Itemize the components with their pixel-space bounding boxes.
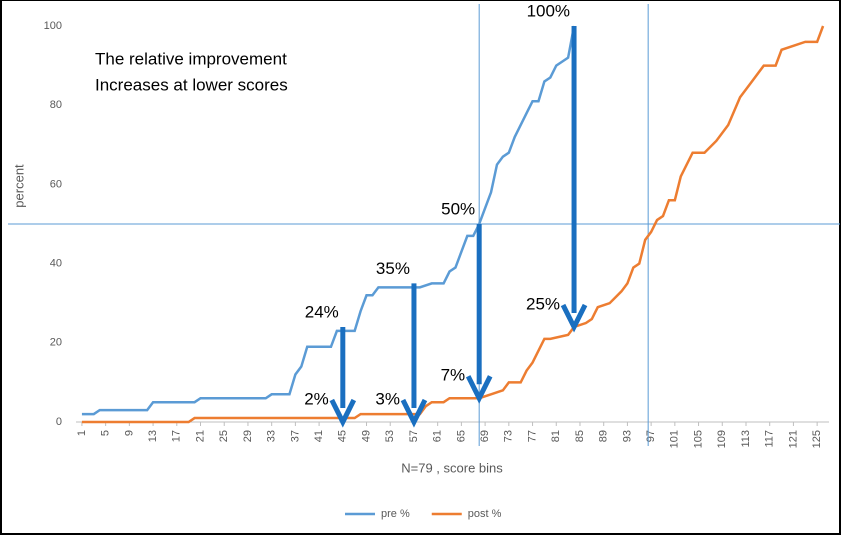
x-tick-label: 93 <box>621 430 633 442</box>
x-tick-label: 49 <box>360 430 372 442</box>
arrow-label: 50% <box>441 199 475 218</box>
y-tick-label: 60 <box>50 178 62 190</box>
arrow-label: 3% <box>375 389 400 408</box>
x-tick-label: 81 <box>550 430 562 442</box>
arrow-label: 100% <box>527 1 570 20</box>
arrow-label: 7% <box>441 366 466 385</box>
y-axis-label: percent <box>11 164 26 208</box>
x-tick-label: 17 <box>171 430 183 442</box>
legend-label: pre % <box>381 508 410 520</box>
x-tick-label: 53 <box>384 430 396 442</box>
x-tick-label: 25 <box>218 430 230 442</box>
x-tick-label: 37 <box>289 430 301 442</box>
y-tick-label: 20 <box>50 337 62 349</box>
x-tick-label: 41 <box>313 430 325 442</box>
x-tick-label: 1 <box>76 430 88 436</box>
arrow-label: 2% <box>304 389 329 408</box>
x-axis-label: N=79 , score bins <box>401 460 503 475</box>
x-tick-label: 97 <box>645 430 657 442</box>
y-tick-label: 0 <box>56 416 62 428</box>
x-tick-label: 73 <box>503 430 515 442</box>
x-tick-label: 61 <box>432 430 444 442</box>
arrow-label: 24% <box>305 302 339 321</box>
y-tick-label: 100 <box>44 20 62 32</box>
x-tick-label: 121 <box>787 430 799 448</box>
x-tick-label: 21 <box>194 430 206 442</box>
x-tick-label: 101 <box>669 430 681 448</box>
series-line <box>81 25 825 424</box>
x-tick-label: 117 <box>764 430 776 448</box>
arrow-label: 25% <box>526 294 560 313</box>
series-line <box>81 25 576 416</box>
x-tick-label: 29 <box>242 430 254 442</box>
arrow-head <box>465 375 493 404</box>
x-tick-label: 77 <box>526 430 538 442</box>
x-tick-label: 13 <box>147 430 159 442</box>
arrow-head <box>560 303 588 333</box>
arrow-label: 35% <box>376 259 410 278</box>
x-tick-label: 105 <box>692 430 704 448</box>
x-tick-label: 85 <box>574 430 586 442</box>
x-tick-label: 125 <box>811 430 823 448</box>
x-tick-label: 69 <box>479 430 491 442</box>
annotation: The relative improvement <box>95 49 287 68</box>
x-tick-label: 33 <box>266 430 278 442</box>
y-tick-label: 80 <box>50 99 62 111</box>
x-tick-label: 45 <box>337 430 349 442</box>
legend-label: post % <box>468 508 502 520</box>
x-tick-label: 113 <box>740 430 752 448</box>
arrow-head <box>329 398 357 428</box>
y-tick-label: 40 <box>50 258 62 270</box>
x-tick-label: 9 <box>123 430 135 436</box>
x-tick-label: 89 <box>598 430 610 442</box>
arrow-head <box>400 398 428 428</box>
x-tick-label: 5 <box>100 430 112 436</box>
x-tick-label: 109 <box>716 430 728 448</box>
x-tick-label: 57 <box>408 430 420 442</box>
x-tick-label: 65 <box>455 430 467 442</box>
annotation: Increases at lower scores <box>95 75 288 94</box>
